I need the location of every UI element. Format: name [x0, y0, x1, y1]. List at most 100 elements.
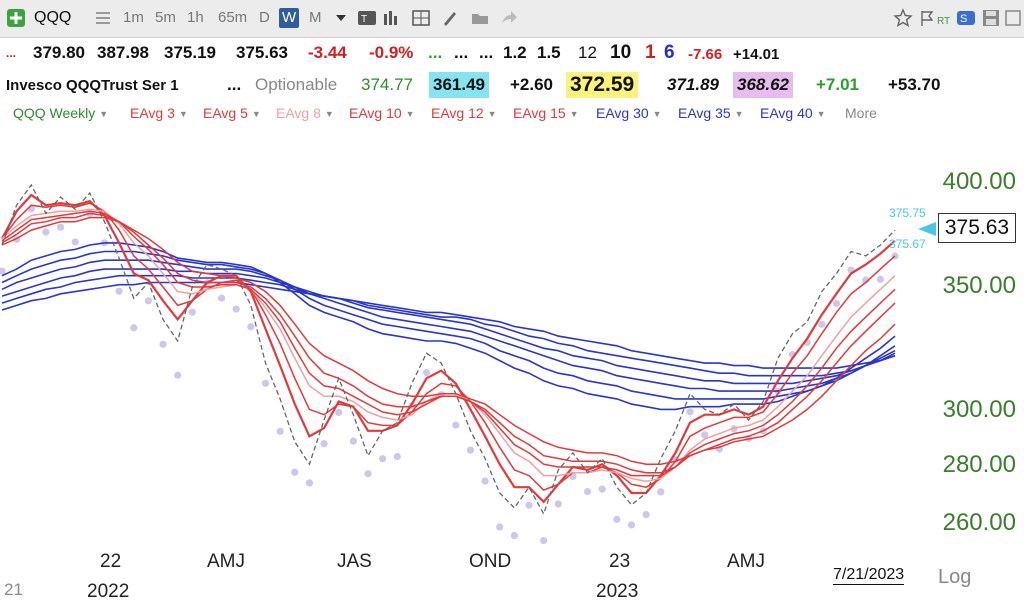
study-eavg-5[interactable]: EAvg 5 ▼ [203, 104, 261, 123]
study-label: EAvg 3 [130, 105, 175, 121]
price-dot [876, 275, 884, 283]
interval-1h[interactable]: 1h [187, 9, 204, 26]
price-dot [422, 369, 431, 377]
quote-dots: ... [6, 46, 17, 60]
price-dot [540, 536, 548, 545]
price-dot [130, 324, 138, 332]
grid-icon[interactable] [411, 8, 431, 28]
price-dot [496, 523, 504, 531]
save-icon[interactable] [981, 8, 1001, 28]
quote-price-4: 372.59 [566, 72, 639, 98]
ema-fast-line [1, 202, 896, 491]
price-dot [364, 470, 372, 478]
text-tool-icon[interactable]: T [357, 8, 377, 28]
x-tick-label: 22 [100, 551, 122, 572]
star-icon[interactable] [893, 8, 913, 28]
optionable-label: Optionable [255, 75, 338, 94]
quote-value-4: 10 [610, 42, 632, 63]
study-label: More [845, 105, 877, 121]
interval-65m[interactable]: 65m [218, 9, 248, 26]
name-dots: ... [227, 75, 242, 94]
price-dot [598, 485, 606, 493]
window-icon[interactable] [1003, 8, 1023, 28]
price-dot [701, 431, 709, 439]
study-eavg-12[interactable]: EAvg 12 ▼ [431, 104, 497, 123]
study-label: EAvg 12 [431, 105, 484, 121]
study-more[interactable]: More [845, 104, 877, 122]
price-dot [349, 437, 357, 445]
quote-close: 375.63 [236, 43, 288, 62]
x-tick-label: 23 [609, 551, 631, 572]
flag-icon[interactable] [918, 8, 938, 28]
study-legend: QQQ Weekly ▼ EAvg 3 ▼ EAvg 5 ▼ EAvg 8 ▼ EAvg… [0, 104, 1024, 124]
y-tick-label: 280.00 [942, 451, 1016, 478]
x-year-label: 2022 [87, 581, 130, 602]
log-scale-button[interactable]: Log [938, 566, 972, 588]
price-dot [291, 468, 299, 476]
price-dot [247, 323, 255, 331]
current-date-label[interactable]: 7/21/2023 [833, 566, 905, 585]
price-dot [335, 408, 343, 417]
price-dot [686, 408, 694, 416]
ema-slow-line [1, 268, 896, 385]
study-eavg-35[interactable]: EAvg 35 ▼ [678, 104, 744, 123]
study-eavg-8[interactable]: EAvg 8 ▼ [276, 104, 334, 123]
price-dot [0, 267, 6, 275]
symbol-input[interactable]: QQQ [34, 9, 72, 26]
interval-1m[interactable]: 1m [123, 9, 144, 26]
price-dot [832, 299, 841, 308]
quote-dots-3: ... [479, 43, 494, 62]
chart-toolbar: QQQ 1m 5m 1h 65m D W M T RT S [0, 0, 1024, 38]
study-eavg-3[interactable]: EAvg 3 ▼ [130, 104, 188, 123]
price-dot [583, 487, 592, 496]
price-dot [379, 455, 387, 463]
pen-icon[interactable] [440, 8, 460, 28]
quote-row-1: ... 379.80 387.98 375.19 375.63 -3.44 -0… [0, 38, 1024, 66]
price-dot [261, 379, 270, 387]
price-dot [174, 371, 182, 379]
quote-price-5: 371.89 [667, 75, 719, 94]
study-eavg-40[interactable]: EAvg 40 ▼ [760, 104, 826, 123]
share-icon[interactable] [499, 8, 519, 28]
folder-icon[interactable] [470, 8, 490, 28]
study-eavg-15[interactable]: EAvg 15 ▼ [513, 104, 579, 123]
price-dot [115, 287, 123, 295]
study-label: EAvg 40 [760, 105, 813, 121]
study-qqq-weekly[interactable]: QQQ Weekly ▼ [13, 104, 108, 123]
x-tick-label: OND [469, 551, 512, 572]
price-dot [159, 340, 167, 348]
price-dot [862, 276, 870, 284]
bar-chart-icon[interactable] [381, 8, 401, 28]
price-dot [481, 477, 489, 485]
add-symbol-icon[interactable] [6, 8, 26, 28]
interval-w[interactable]: W [279, 8, 300, 28]
dropdown-icon[interactable] [331, 8, 351, 28]
signal-icon[interactable]: S [956, 8, 976, 28]
quote-change-pct: -0.9% [369, 43, 414, 62]
ema-fast-line [1, 216, 896, 465]
svg-text:S: S [960, 13, 967, 25]
quote-value-6: 6 [664, 42, 675, 63]
y-tick-label: 400.00 [942, 168, 1016, 195]
caret-down-icon: ▼ [324, 109, 334, 120]
quote-dots-green: ... [428, 43, 443, 62]
study-label: EAvg 35 [678, 105, 731, 121]
price-dot [642, 510, 650, 519]
quote-value-1: 1.2 [503, 43, 527, 62]
study-eavg-30[interactable]: EAvg 30 ▼ [596, 104, 662, 123]
price-dot [393, 452, 401, 461]
quote-price-7: +7.01 [816, 75, 860, 94]
interval-m[interactable]: M [309, 9, 322, 26]
price-chart[interactable] [0, 128, 1024, 608]
caret-down-icon: ▼ [251, 109, 261, 120]
quote-open: 379.80 [33, 43, 85, 62]
interval-d[interactable]: D [259, 9, 270, 26]
list-icon[interactable] [93, 8, 113, 28]
x-tick-label: AMJ [207, 551, 245, 572]
ema-slow-line [1, 259, 896, 392]
interval-5m[interactable]: 5m [155, 9, 176, 26]
quote-value-7: -7.66 [688, 46, 723, 63]
study-eavg-10[interactable]: EAvg 10 ▼ [349, 104, 415, 123]
quote-dots-2: ... [454, 43, 469, 62]
caret-down-icon: ▼ [734, 109, 744, 120]
